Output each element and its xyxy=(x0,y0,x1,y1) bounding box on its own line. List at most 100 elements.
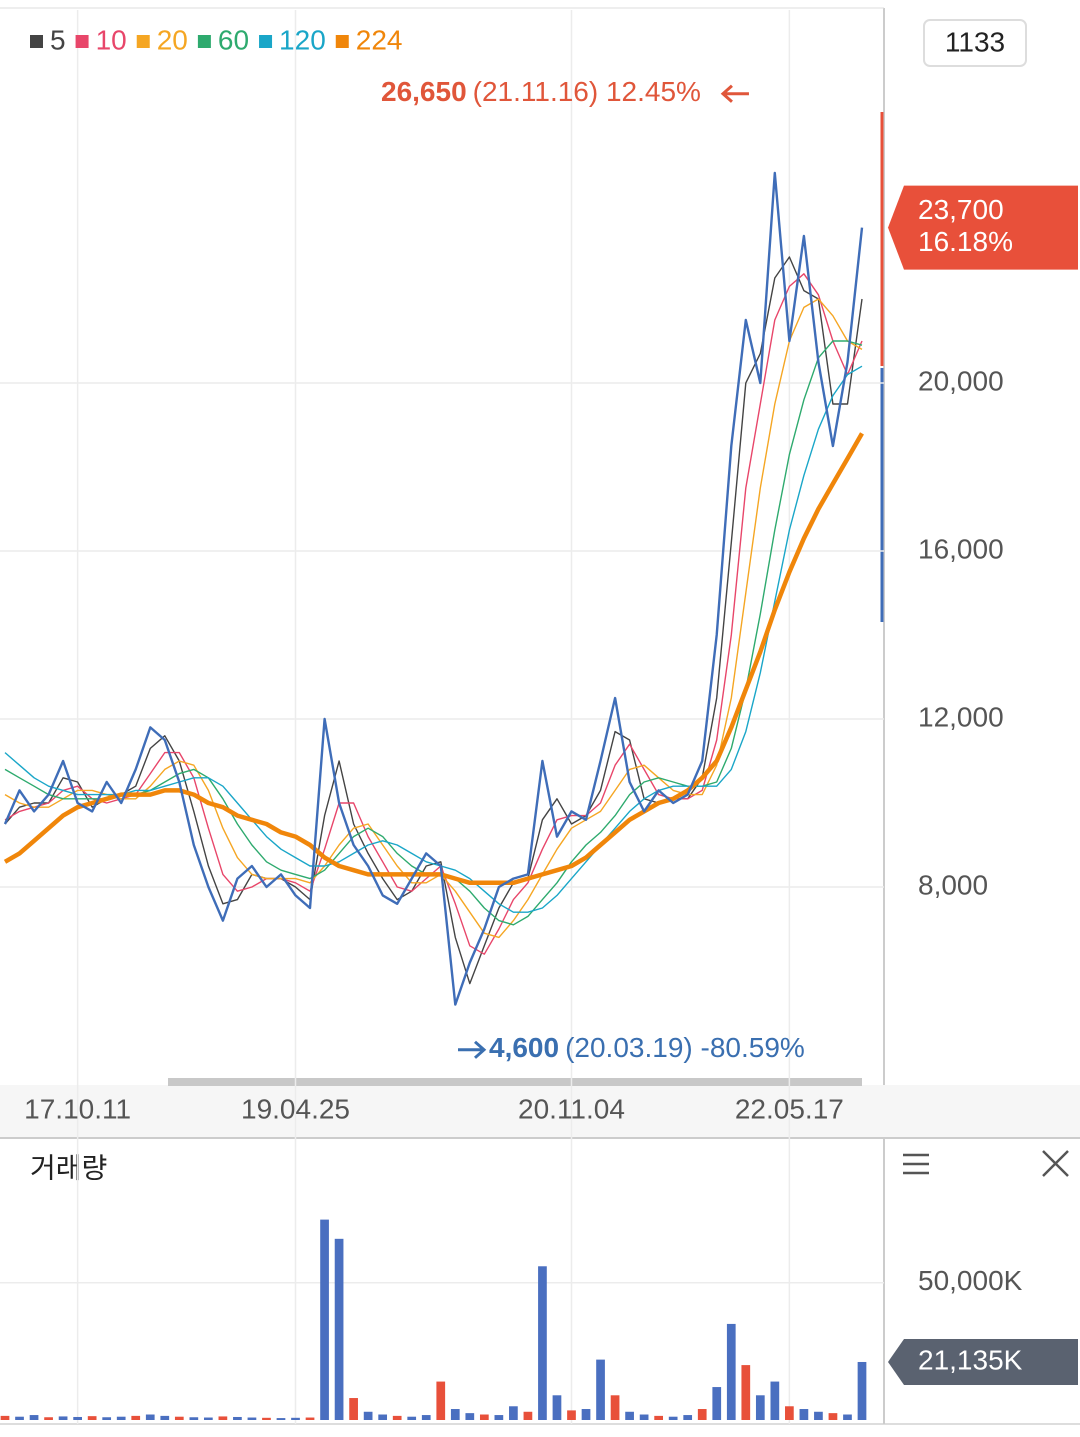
volume-bar xyxy=(654,1415,664,1420)
high-arrow xyxy=(720,84,749,103)
volume-bar xyxy=(58,1416,68,1420)
legend-swatch xyxy=(75,35,89,48)
volume-bar xyxy=(465,1413,475,1420)
volume-bar xyxy=(407,1416,417,1420)
high-detail: (21.11.16) 12.45% xyxy=(473,76,701,107)
volume-bar xyxy=(450,1409,460,1420)
close-icon[interactable] xyxy=(1042,1150,1069,1177)
volume-bar xyxy=(15,1416,24,1420)
volume-bar xyxy=(276,1418,286,1420)
volume-bar xyxy=(349,1398,358,1420)
volume-bar xyxy=(291,1417,300,1420)
period-label: 1133 xyxy=(945,26,1005,57)
low-value: 4,600 xyxy=(489,1032,559,1063)
volume-bar xyxy=(189,1417,199,1420)
volume-bar xyxy=(538,1266,547,1420)
volume-bar xyxy=(145,1414,155,1420)
price-line xyxy=(3,171,864,1006)
y-tick-label: 20,000 xyxy=(918,365,1004,396)
volume-bar xyxy=(174,1416,184,1420)
legend-swatch xyxy=(197,35,211,48)
volume-bar xyxy=(436,1381,446,1420)
volume-bar xyxy=(857,1361,867,1420)
menu-icon[interactable] xyxy=(903,1153,929,1175)
volume-bar xyxy=(596,1359,605,1420)
legend-label: 20 xyxy=(157,24,188,55)
x-tick-label: 22.05.17 xyxy=(735,1093,844,1124)
volume-bar xyxy=(639,1414,649,1420)
volume-bar xyxy=(102,1417,112,1420)
ma-line xyxy=(3,432,864,886)
volume-bar xyxy=(392,1415,402,1420)
ma-line xyxy=(4,365,863,913)
volume-bar xyxy=(567,1410,576,1420)
volume-bar xyxy=(262,1417,271,1420)
volume-bar xyxy=(378,1414,388,1420)
volume-bar xyxy=(334,1238,344,1420)
volume-bar xyxy=(363,1411,373,1420)
volume-bar xyxy=(0,1415,10,1420)
legend-swatch xyxy=(30,35,43,48)
volume-bar xyxy=(87,1416,97,1420)
volume-bar xyxy=(421,1415,431,1420)
volume-bar xyxy=(247,1417,257,1420)
volume-bar xyxy=(770,1381,780,1420)
volume-bar xyxy=(697,1409,707,1420)
volume-bar xyxy=(305,1417,315,1420)
volume-bar xyxy=(233,1416,242,1420)
volume-bar xyxy=(44,1417,53,1420)
volume-bar xyxy=(29,1415,39,1420)
volume-bar xyxy=(755,1395,765,1420)
volume-bar xyxy=(741,1365,751,1420)
y-tick-label: 8,000 xyxy=(918,869,988,900)
volume-bar xyxy=(799,1409,809,1420)
volume-bar xyxy=(160,1415,170,1420)
legend-swatch xyxy=(335,35,349,48)
y-tick-label: 50,000K xyxy=(918,1265,1023,1296)
period-box[interactable] xyxy=(923,19,1027,67)
volume-bar xyxy=(203,1417,213,1420)
x-tick-label: 19.04.25 xyxy=(241,1093,350,1124)
volume-bar xyxy=(828,1413,838,1420)
y-tick-label: 16,000 xyxy=(918,533,1004,564)
volume-tag xyxy=(888,1338,1078,1385)
volume-bar xyxy=(726,1323,736,1420)
volume-bar xyxy=(479,1414,489,1420)
volume-title: 거래량 xyxy=(30,1152,107,1183)
scrollbar[interactable] xyxy=(168,1078,862,1086)
low-detail: (20.03.19) -80.59% xyxy=(565,1032,805,1063)
price-tag xyxy=(888,185,1078,270)
volume-bar xyxy=(843,1414,852,1420)
volume-bar xyxy=(552,1395,562,1420)
volume-bar xyxy=(683,1415,693,1420)
x-tick-label: 17.10.11 xyxy=(24,1093,131,1124)
volume-bar xyxy=(625,1411,634,1420)
legend-label: 224 xyxy=(356,24,403,55)
volume-bar xyxy=(320,1219,329,1420)
volume-bar xyxy=(523,1411,533,1420)
volume-bar xyxy=(509,1406,518,1420)
volume-bar xyxy=(814,1411,823,1420)
high-value: 26,650 xyxy=(381,76,467,107)
legend-swatch xyxy=(259,35,273,48)
y-tick-label: 12,000 xyxy=(918,701,1004,732)
volume-bar xyxy=(494,1415,504,1420)
volume-bar xyxy=(610,1395,620,1420)
volume-bar xyxy=(116,1416,126,1420)
legend-swatch xyxy=(136,35,150,48)
x-tick-label: 20.11.04 xyxy=(518,1093,625,1124)
volume-bar xyxy=(218,1416,228,1420)
volume-tag-value: 21,135K xyxy=(918,1344,1023,1375)
legend-label: 120 xyxy=(279,24,326,55)
price-tag-change: 16.18% xyxy=(918,226,1013,257)
volume-bar xyxy=(785,1406,794,1420)
legend-label: 60 xyxy=(218,24,249,55)
price-tag-value: 23,700 xyxy=(918,194,1004,225)
volume-bar xyxy=(712,1387,722,1420)
volume-bar xyxy=(581,1409,591,1420)
volume-bar xyxy=(668,1416,678,1420)
volume-bar xyxy=(73,1416,82,1420)
x-axis-band xyxy=(0,1085,1080,1137)
legend-label: 5 xyxy=(50,24,66,55)
